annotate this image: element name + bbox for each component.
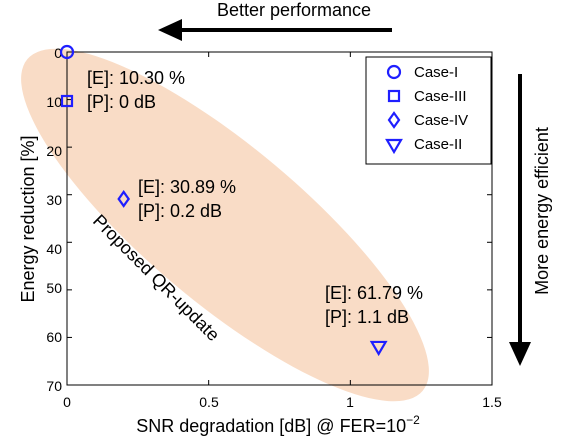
- y-tick-label-0: 0: [54, 45, 62, 61]
- marker-case-iv: [117, 190, 131, 208]
- marker-case-i: [59, 44, 75, 60]
- annotation-case-iv: [E]: 30.89 % [P]: 0.2 dB: [138, 177, 236, 221]
- legend-marker-case-ii: [385, 138, 403, 155]
- x-tick-label-1.5: 1.5: [482, 394, 502, 410]
- annotation-case-ii: [E]: 61.79 % [P]: 1.1 dB: [325, 283, 423, 327]
- marker-case-iii: [60, 94, 74, 108]
- legend-label-case-iv: Case-IV: [414, 112, 468, 129]
- proposed-region-ellipse: [21, 48, 429, 402]
- y-tick-label-20: 20: [46, 143, 62, 159]
- better-performance-arrowhead: [158, 19, 182, 41]
- x-tick-label-0.5: 0.5: [199, 394, 219, 410]
- y-tick-label-70: 70: [46, 378, 62, 394]
- legend-label-case-iii: Case-III: [414, 88, 467, 105]
- y-tick-label-40: 40: [46, 241, 62, 257]
- annotation-case-iii: [E]: 10.30 % [P]: 0 dB: [87, 68, 185, 112]
- y-tick-label-60: 60: [46, 329, 62, 345]
- legend-box: [365, 56, 492, 165]
- marker-case-ii: [369, 340, 388, 357]
- legend-label-case-i: Case-I: [414, 64, 458, 81]
- y-tick-label-50: 50: [46, 280, 62, 296]
- more-energy-efficient-arrowhead: [509, 342, 531, 366]
- x-tick-label-0: 0: [63, 394, 71, 410]
- legend-marker-case-iii: [387, 89, 401, 103]
- y-tick-label-30: 30: [46, 192, 62, 208]
- legend-marker-case-iv: [387, 111, 401, 129]
- more-energy-efficient-label: More energy efficient: [532, 127, 552, 295]
- y-tick-label-10: 10: [46, 94, 62, 110]
- x-tick-label-1: 1: [346, 394, 354, 410]
- legend-marker-case-i: [386, 64, 402, 80]
- legend: Case-I Case-III Case-IV Case-II: [365, 56, 492, 165]
- legend-label-case-ii: Case-II: [414, 136, 462, 153]
- y-axis-label: Energy reduction [%]: [18, 135, 38, 302]
- x-axis-label: SNR degradation [dB] @ FER=10−2: [136, 413, 420, 436]
- better-performance-label: Better performance: [217, 0, 371, 20]
- data-markers: [59, 44, 388, 357]
- plot-area-frame: [66, 51, 493, 386]
